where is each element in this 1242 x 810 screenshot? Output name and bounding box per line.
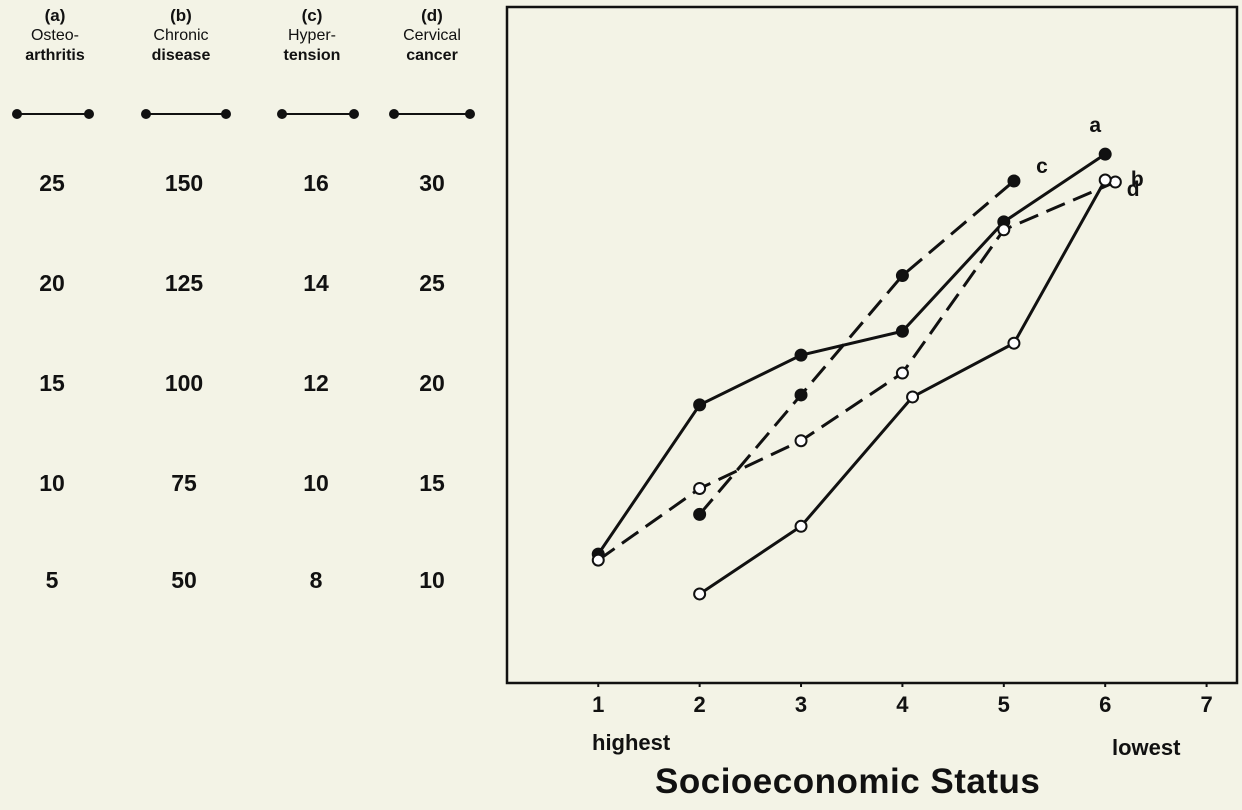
tick-label-b-2: 100 xyxy=(164,370,204,396)
series-a-point-3 xyxy=(895,324,909,338)
tick-label-c-1: 14 xyxy=(303,270,329,296)
axis-rule-a xyxy=(12,109,94,119)
series-b-point-2 xyxy=(794,434,808,448)
plot-frame xyxy=(505,5,1239,685)
tick-label-b-0: 150 xyxy=(164,170,204,196)
series-label-a: a xyxy=(1089,114,1101,137)
series-b-point-3 xyxy=(895,366,909,380)
x-end-label-right: lowest xyxy=(1112,735,1181,760)
series-label-d: d xyxy=(1127,178,1140,201)
tick-label-a-4: 5 xyxy=(45,567,59,593)
series-a-point-2 xyxy=(794,348,808,362)
tick-label-b-4: 50 xyxy=(171,567,197,593)
series-c-point-2 xyxy=(895,269,909,283)
tick-label-a-3: 10 xyxy=(39,470,65,496)
axis-name-b-2: disease xyxy=(151,47,211,64)
axis-header-c: (c) Hyper- tension xyxy=(262,6,362,66)
tick-label-b-3: 75 xyxy=(171,470,197,496)
axis-name-c-1: Hyper- xyxy=(287,27,336,44)
axis-header-d: (d) Cervical cancer xyxy=(382,6,482,66)
series-d-point-0 xyxy=(693,587,707,601)
series-line-b xyxy=(597,180,1116,562)
series-b-point-1 xyxy=(693,481,707,495)
series-b-point-0 xyxy=(591,553,605,567)
x-tick-label-1: 1 xyxy=(592,692,604,717)
x-axis-title: Socioeconomic Status xyxy=(655,762,1041,801)
series-d-point-2 xyxy=(906,390,920,404)
tick-label-a-2: 15 xyxy=(39,370,65,396)
tick-label-c-0: 16 xyxy=(303,170,329,196)
axis-name-d-2: cancer xyxy=(406,47,458,64)
axis-letter-c: (c) xyxy=(301,6,323,25)
series-label-b: b xyxy=(1131,168,1144,191)
series-c-point-3 xyxy=(1007,174,1021,188)
axis-name-b-1: Chronic xyxy=(153,27,209,44)
tick-label-d-0: 30 xyxy=(419,170,445,196)
x-end-label-left: highest xyxy=(592,730,671,755)
axis-name-a-1: Osteo- xyxy=(30,27,79,44)
x-tick-label-5: 5 xyxy=(998,692,1010,717)
series-line-c xyxy=(698,179,1015,516)
series-a-point-1 xyxy=(693,398,707,412)
tick-label-d-1: 25 xyxy=(419,270,445,296)
series-d-point-3 xyxy=(1007,336,1021,350)
tick-label-d-2: 20 xyxy=(419,370,445,396)
series-d-point-4 xyxy=(1098,173,1112,187)
tick-label-a-0: 25 xyxy=(39,170,65,196)
axis-rule-b xyxy=(141,109,231,119)
series-c-point-1 xyxy=(794,388,808,402)
axis-rule-d xyxy=(389,109,475,119)
axis-rule-c xyxy=(277,109,359,119)
tick-label-a-1: 20 xyxy=(39,270,65,296)
axis-letter-a: (a) xyxy=(44,6,66,25)
tick-label-c-3: 10 xyxy=(303,470,329,496)
axis-letter-b: (b) xyxy=(170,6,192,25)
series-line-d xyxy=(698,179,1107,596)
tick-label-c-2: 12 xyxy=(303,370,329,396)
x-tick-label-6: 6 xyxy=(1099,692,1111,717)
axis-letter-d: (d) xyxy=(421,6,443,25)
axis-name-a-2: arthritis xyxy=(25,47,85,64)
tick-label-c-4: 8 xyxy=(309,567,323,593)
series-d-point-1 xyxy=(794,519,808,533)
axis-header-b: (b) Chronic disease xyxy=(131,6,231,66)
axis-header-a: (a) Osteo- arthritis xyxy=(5,6,105,66)
tick-label-d-3: 15 xyxy=(419,470,445,496)
series-b-point-5 xyxy=(1108,175,1122,189)
series-label-c: c xyxy=(1036,155,1048,178)
series-a-point-5 xyxy=(1098,147,1112,161)
series-line-a xyxy=(597,152,1107,555)
x-tick-label-7: 7 xyxy=(1200,692,1212,717)
x-tick-label-4: 4 xyxy=(896,692,909,717)
series-b-point-4 xyxy=(997,223,1011,237)
tick-label-b-1: 125 xyxy=(164,270,204,296)
x-tick-label-2: 2 xyxy=(694,692,706,717)
tick-label-d-4: 10 xyxy=(419,567,445,593)
axis-name-c-2: tension xyxy=(283,47,341,64)
axis-name-d-1: Cervical xyxy=(403,27,461,44)
series-c-point-0 xyxy=(693,507,707,521)
x-tick-label-3: 3 xyxy=(795,692,807,717)
